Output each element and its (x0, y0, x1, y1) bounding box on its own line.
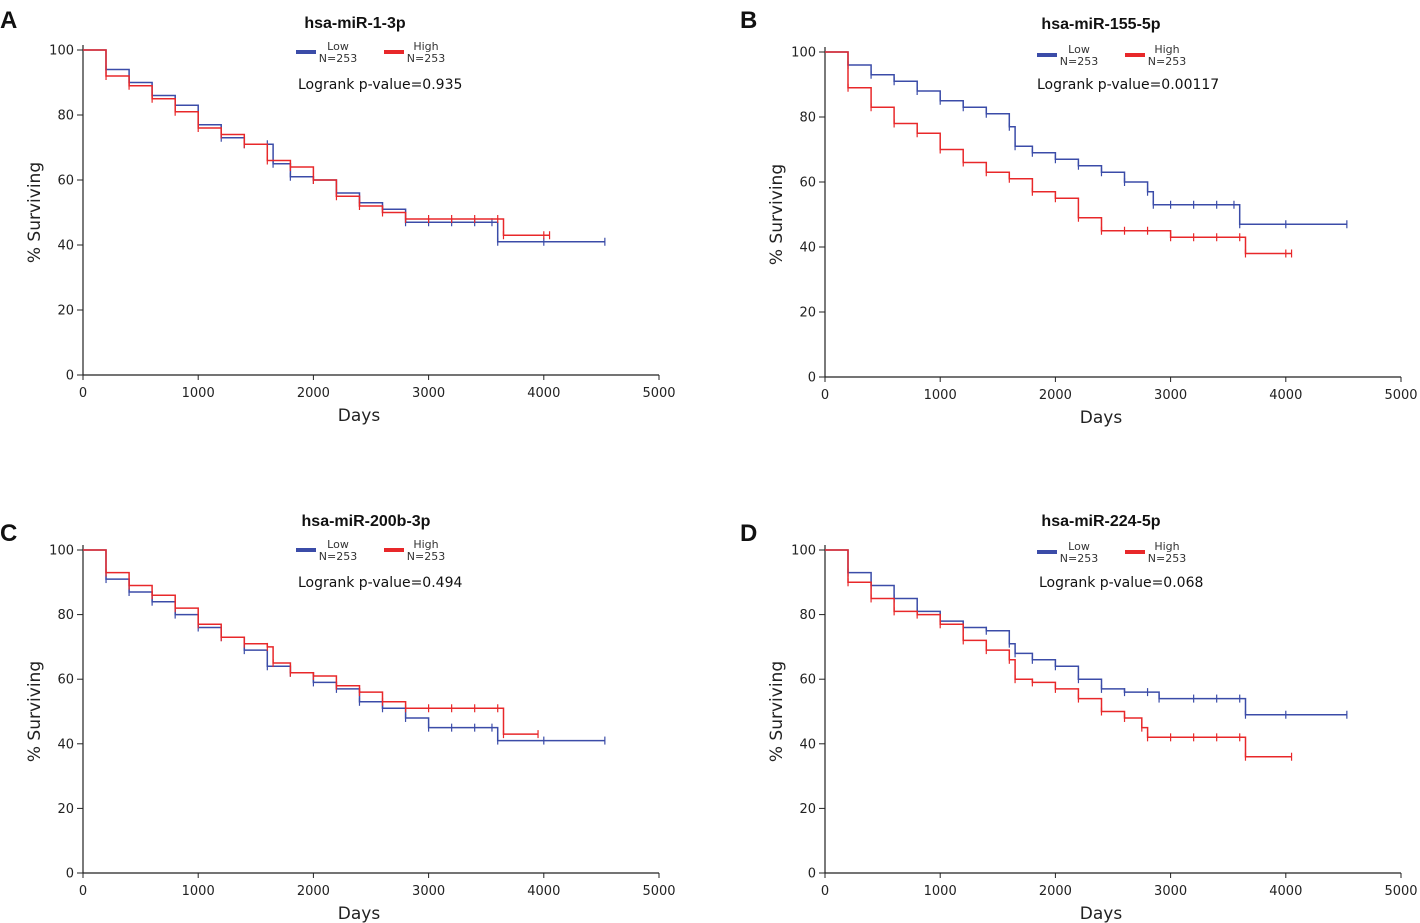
x-tick-label: 3000 (412, 386, 445, 401)
y-tick-label: 80 (57, 608, 74, 623)
logrank-pvalue: Logrank p-value=0.494 (298, 575, 462, 591)
y-axis-label: % Surviving (767, 661, 787, 762)
legend-n-high: N=253 (1148, 552, 1186, 565)
x-tick-label: 0 (821, 884, 829, 899)
legend-label-high: High (413, 40, 438, 53)
legend-n-high: N=253 (407, 52, 445, 65)
legend-label-high: High (1154, 43, 1179, 56)
x-tick-label: 0 (79, 884, 87, 899)
x-tick-label: 1000 (924, 388, 957, 403)
x-tick-label: 0 (821, 388, 829, 403)
y-tick-label: 0 (66, 369, 74, 384)
x-tick-label: 0 (79, 386, 87, 401)
panel-letter: C (0, 520, 17, 547)
y-tick-label: 0 (808, 371, 816, 386)
legend-label-low: Low (327, 538, 349, 551)
x-tick-label: 2000 (297, 386, 330, 401)
y-tick-label: 40 (57, 737, 74, 752)
x-axis-label: Days (338, 406, 381, 426)
x-tick-label: 2000 (1039, 388, 1072, 403)
x-axis-label: Days (338, 904, 381, 923)
legend-n-low: N=253 (319, 550, 357, 563)
legend-n-low: N=253 (319, 52, 357, 65)
panel-letter: B (740, 7, 757, 34)
y-tick-label: 20 (57, 304, 74, 319)
y-tick-label: 20 (57, 802, 74, 817)
x-tick-label: 5000 (642, 884, 675, 899)
y-tick-label: 60 (57, 673, 74, 688)
survival-curve-high (83, 549, 538, 735)
x-tick-label: 4000 (1269, 388, 1302, 403)
legend-label-low: Low (327, 40, 349, 53)
x-tick-label: 5000 (1384, 884, 1417, 899)
y-tick-label: 80 (57, 109, 74, 124)
legend-n-low: N=253 (1060, 55, 1098, 68)
y-axis-label: % Surviving (767, 164, 787, 265)
legend-n-high: N=253 (407, 550, 445, 563)
panel-letter: D (740, 520, 757, 547)
y-tick-label: 0 (808, 867, 816, 882)
x-tick-label: 4000 (527, 884, 560, 899)
x-tick-label: 4000 (527, 386, 560, 401)
y-axis-label: % Surviving (25, 661, 45, 762)
y-tick-label: 20 (799, 306, 816, 321)
logrank-pvalue: Logrank p-value=0.068 (1039, 575, 1203, 591)
x-tick-label: 3000 (412, 884, 445, 899)
y-tick-label: 40 (799, 737, 816, 752)
x-tick-label: 1000 (924, 884, 957, 899)
legend-label-high: High (1154, 540, 1179, 553)
y-tick-label: 60 (799, 673, 816, 688)
x-tick-label: 1000 (182, 884, 215, 899)
legend-label-low: Low (1068, 43, 1090, 56)
y-tick-label: 100 (791, 544, 816, 559)
x-tick-label: 3000 (1154, 388, 1187, 403)
x-tick-label: 4000 (1269, 884, 1302, 899)
y-tick-label: 20 (799, 802, 816, 817)
x-tick-label: 5000 (642, 386, 675, 401)
y-axis-label: % Surviving (25, 162, 45, 263)
x-tick-label: 2000 (1039, 884, 1072, 899)
y-tick-label: 60 (57, 174, 74, 189)
legend-n-low: N=253 (1060, 552, 1098, 565)
y-tick-label: 100 (49, 44, 74, 59)
y-tick-label: 80 (799, 608, 816, 623)
x-axis-label: Days (1080, 408, 1123, 428)
legend-label-high: High (413, 538, 438, 551)
x-tick-label: 1000 (182, 386, 215, 401)
panel-letter: A (0, 7, 17, 34)
chart-title: hsa-miR-155-5p (1041, 16, 1160, 33)
x-tick-label: 3000 (1154, 884, 1187, 899)
survival-curve-low (825, 549, 1347, 716)
legend-n-high: N=253 (1148, 55, 1186, 68)
chart-title: hsa-miR-224-5p (1041, 513, 1160, 530)
x-axis-label: Days (1080, 904, 1123, 923)
chart-title: hsa-miR-200b-3p (302, 513, 431, 530)
logrank-pvalue: Logrank p-value=0.935 (298, 77, 462, 93)
x-tick-label: 2000 (297, 884, 330, 899)
y-tick-label: 100 (791, 46, 816, 61)
y-tick-label: 0 (66, 867, 74, 882)
x-tick-label: 5000 (1384, 388, 1417, 403)
y-tick-label: 40 (57, 239, 74, 254)
y-tick-label: 60 (799, 176, 816, 191)
y-tick-label: 80 (799, 111, 816, 126)
legend-label-low: Low (1068, 540, 1090, 553)
y-tick-label: 40 (799, 241, 816, 256)
chart-title: hsa-miR-1-3p (304, 15, 406, 32)
logrank-pvalue: Logrank p-value=0.00117 (1037, 77, 1219, 93)
y-tick-label: 100 (49, 544, 74, 559)
